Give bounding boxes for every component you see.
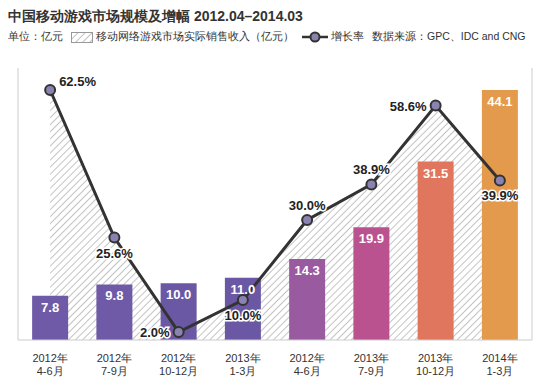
- svg-text:2.0%: 2.0%: [140, 325, 170, 340]
- svg-text:2013年10-12月: 2013年10-12月: [416, 352, 455, 377]
- svg-text:30.0%: 30.0%: [289, 198, 326, 213]
- svg-text:9.8: 9.8: [105, 288, 123, 303]
- svg-text:10.0: 10.0: [166, 287, 191, 302]
- svg-text:2014年1-3月: 2014年1-3月: [482, 352, 517, 377]
- svg-text:58.6%: 58.6%: [390, 99, 427, 114]
- html-text:中国移动游戏市场规模及增幅 2012.04–2014.03: 中国移动游戏市场规模及增幅 2012.04–2014.03: [8, 8, 303, 24]
- svg-text:14.3: 14.3: [294, 263, 319, 278]
- svg-text:31.5: 31.5: [423, 166, 448, 181]
- html-text:数据来源：GPC、IDC and CNG: 数据来源：GPC、IDC and CNG: [372, 30, 526, 42]
- svg-text:2012年7-9月: 2012年7-9月: [97, 352, 132, 377]
- svg-text:2013年7-9月: 2013年7-9月: [354, 352, 389, 377]
- svg-text:2013年1-3月: 2013年1-3月: [225, 352, 260, 377]
- html-text:增长率: 增长率: [331, 30, 364, 42]
- html-text:移动网络游戏市场实际销售收入（亿元）: 移动网络游戏市场实际销售收入（亿元）: [96, 30, 294, 42]
- svg-text:19.9: 19.9: [359, 231, 384, 246]
- svg-text:2012年4-6月: 2012年4-6月: [32, 352, 67, 377]
- svg-text:7.8: 7.8: [41, 300, 59, 315]
- svg-text:2012年10-12月: 2012年10-12月: [159, 352, 198, 377]
- svg-text:62.5%: 62.5%: [59, 74, 96, 89]
- html-text:单位：亿元: 单位：亿元: [8, 30, 63, 42]
- svg-text:38.9%: 38.9%: [353, 162, 390, 177]
- svg-text:39.9%: 39.9%: [481, 188, 518, 203]
- svg-text:10.0%: 10.0%: [224, 308, 261, 323]
- svg-text:2012年4-6月: 2012年4-6月: [289, 352, 324, 377]
- svg-text:25.6%: 25.6%: [96, 246, 133, 261]
- svg-text:11.0: 11.0: [231, 282, 256, 297]
- svg-text:44.1: 44.1: [487, 94, 512, 109]
